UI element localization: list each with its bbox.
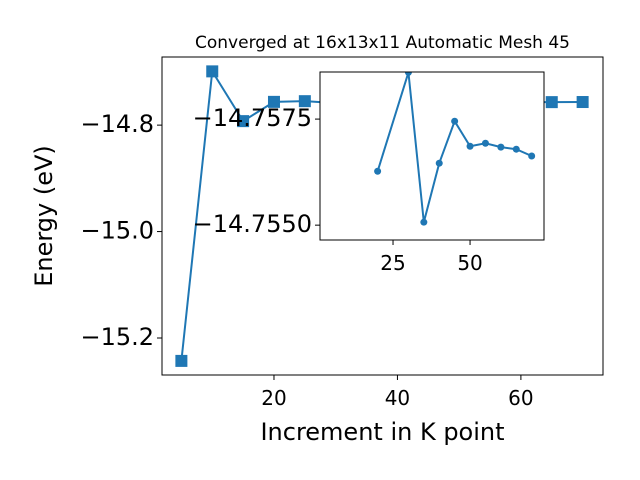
y-tick-label: −15.0 bbox=[80, 217, 154, 245]
marker bbox=[466, 142, 474, 150]
y-axis-label: Energy (eV) bbox=[30, 145, 58, 287]
plot-area bbox=[374, 72, 536, 226]
x-tick-label: 60 bbox=[508, 386, 533, 410]
axes-frame bbox=[161, 56, 604, 376]
x-tick-label: 20 bbox=[261, 386, 286, 410]
x-tick-label: 25 bbox=[380, 251, 405, 275]
series-line bbox=[376, 72, 533, 223]
y-tick-label: −14.8 bbox=[80, 110, 154, 138]
marker bbox=[374, 167, 382, 175]
marker bbox=[545, 96, 558, 109]
axes: 25 50 −14.7575 −14.7550 bbox=[193, 71, 545, 275]
y-tick-label: −14.7550 bbox=[193, 210, 312, 238]
marker bbox=[206, 65, 219, 78]
marker bbox=[404, 72, 412, 76]
marker bbox=[267, 95, 280, 108]
marker bbox=[420, 218, 428, 226]
axes-frame bbox=[319, 71, 545, 241]
marker bbox=[497, 143, 505, 151]
marker bbox=[237, 115, 250, 128]
y-tick-label: −14.7575 bbox=[193, 104, 312, 132]
marker bbox=[481, 139, 489, 147]
marker bbox=[298, 95, 311, 108]
x-axis-label: Increment in K point bbox=[260, 418, 504, 446]
x-tick-label: 40 bbox=[385, 386, 410, 410]
x-tick-label: 50 bbox=[457, 251, 482, 275]
marker bbox=[528, 152, 536, 160]
marker bbox=[451, 117, 459, 125]
axes-background bbox=[320, 72, 544, 240]
marker bbox=[576, 96, 589, 109]
marker bbox=[175, 354, 188, 367]
chart-title: Converged at 16x13x11 Automatic Mesh 45 bbox=[195, 33, 570, 53]
marker bbox=[435, 159, 443, 167]
y-tick-label: −15.2 bbox=[80, 323, 154, 351]
marker bbox=[512, 145, 520, 153]
